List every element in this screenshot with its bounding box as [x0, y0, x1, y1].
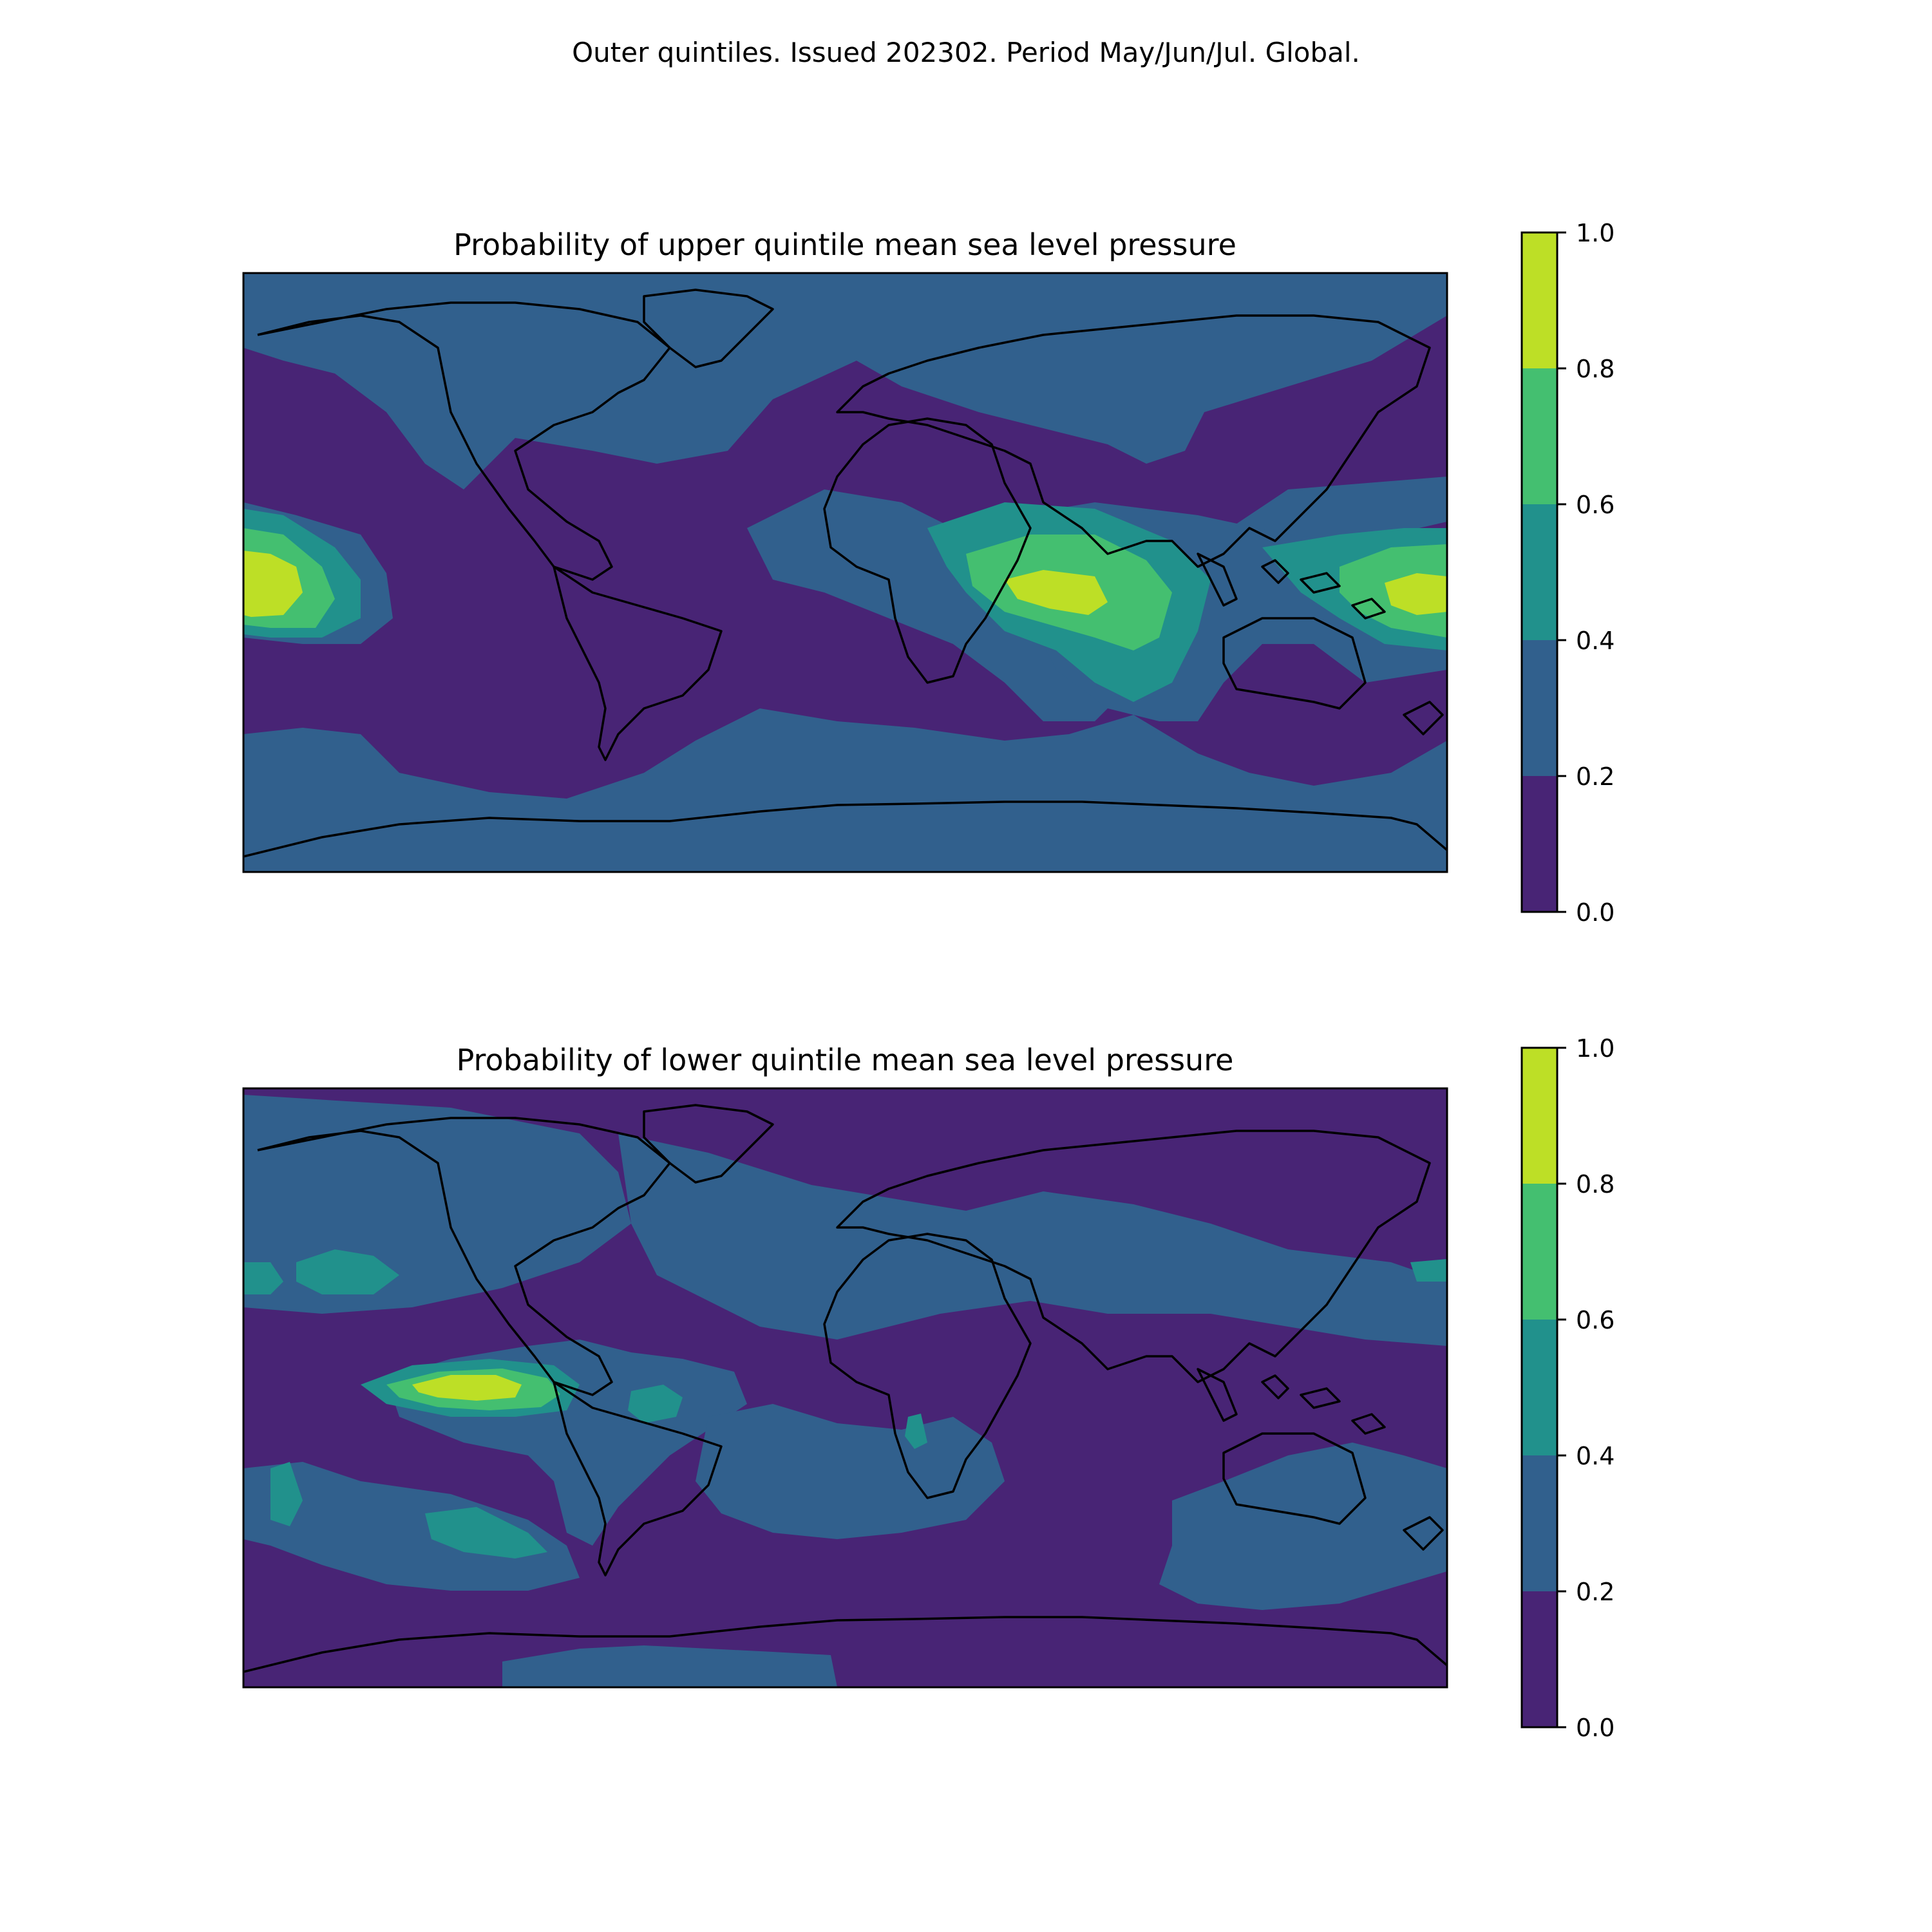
lower-map-frame — [242, 1087, 1448, 1689]
upper-region-western-indian-4 — [1005, 570, 1108, 615]
upper-colorbar: 0.0 0.2 0.4 0.6 0.8 1.0 — [1520, 219, 1615, 927]
upper-colorbar-tick-label: 0.0 — [1576, 898, 1615, 927]
lower-region-north-atlantic-europe — [618, 1133, 1447, 1346]
upper-region-warm-pool-4 — [1385, 573, 1447, 615]
upper-panel: Probability of upper quintile mean sea l… — [242, 219, 1615, 927]
lower-colorbar-tick-label: 0.6 — [1576, 1306, 1615, 1334]
lower-region-north-pacific-2b — [296, 1249, 399, 1294]
lower-coastlines — [243, 1104, 1447, 1673]
upper-colorbar-tick-label: 0.4 — [1576, 627, 1615, 655]
lower-region-eastern-tropical-pacific-4 — [412, 1375, 522, 1401]
lower-colorbar-band — [1522, 1320, 1557, 1455]
lower-colorbar-band — [1522, 1591, 1557, 1727]
figure-title: Outer quintiles. Issued 202302. Period M… — [572, 37, 1360, 68]
lower-map — [243, 1088, 1447, 1687]
lower-colorbar-band — [1522, 1184, 1557, 1320]
upper-region-central-pacific-4 — [243, 551, 303, 617]
lower-region-amazon-2 — [628, 1385, 683, 1423]
lower-region-south-pacific-2b — [425, 1507, 547, 1558]
upper-colorbar-band — [1522, 640, 1557, 776]
upper-map-frame — [242, 272, 1448, 873]
lower-region-southern-africa-2 — [905, 1414, 927, 1449]
lower-region-south-atlantic-africa — [696, 1404, 1005, 1539]
lower-region-south-indian-australia — [1159, 1443, 1447, 1610]
lower-colorbar-band — [1522, 1455, 1557, 1591]
lower-panel: Probability of lower quintile mean sea l… — [242, 1034, 1615, 1742]
lower-region-north-pacific-2c — [1410, 1259, 1447, 1282]
lower-colorbar-band — [1522, 1048, 1557, 1184]
lower-colorbar-tick-label: 0.4 — [1576, 1442, 1615, 1470]
upper-colorbar-frame — [1520, 231, 1558, 913]
upper-colorbar-band — [1522, 776, 1557, 912]
upper-colorbar-band — [1522, 368, 1557, 504]
lower-colorbar-tick-label: 0.8 — [1576, 1170, 1615, 1198]
lower-colorbar-tick-label: 1.0 — [1576, 1034, 1615, 1063]
upper-region-arctic — [243, 273, 1447, 489]
upper-colorbar-band — [1522, 504, 1557, 640]
upper-colorbar-band — [1522, 232, 1557, 368]
lower-colorbar: 0.0 0.2 0.4 0.6 0.8 1.0 — [1520, 1034, 1615, 1742]
upper-region-southern-ocean — [243, 708, 1447, 872]
upper-coastlines — [243, 289, 1447, 858]
upper-colorbar-tick-label: 0.2 — [1576, 762, 1615, 791]
lower-colorbar-tick-label: 0.0 — [1576, 1714, 1615, 1742]
upper-panel-title: Probability of upper quintile mean sea l… — [453, 227, 1236, 262]
upper-colorbar-tick-label: 0.8 — [1576, 355, 1615, 383]
lower-panel-title: Probability of lower quintile mean sea l… — [457, 1043, 1234, 1077]
lower-colorbar-tick-label: 0.2 — [1576, 1578, 1615, 1606]
lower-region-north-pacific-2 — [243, 1262, 283, 1294]
lower-region-south-pacific — [243, 1462, 580, 1591]
lower-region-south-pacific-2 — [270, 1462, 303, 1526]
lower-region-antarctica — [502, 1645, 837, 1687]
upper-colorbar-tick-label: 0.6 — [1576, 491, 1615, 519]
upper-map — [243, 273, 1447, 872]
upper-colorbar-tick-label: 1.0 — [1576, 219, 1615, 247]
lower-colorbar-frame — [1520, 1046, 1558, 1728]
